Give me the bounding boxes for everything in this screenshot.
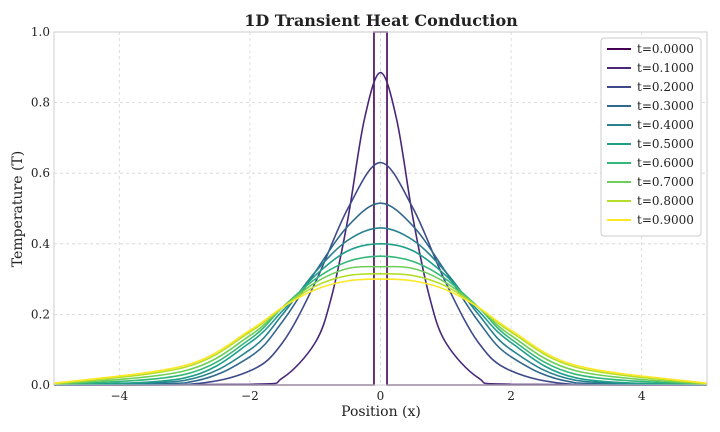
legend-label: t=0.0000 [637,42,694,56]
legend: t=0.0000 t=0.1000 t=0.2000 t=0.3000 t=0.4000… [600,37,702,237]
legend-label: t=0.1000 [637,61,694,75]
legend-label: t=0.5000 [637,137,694,151]
legend-label: t=0.6000 [637,156,694,170]
x-tick-label: 2 [507,389,515,403]
x-tick-label: −4 [110,389,128,403]
x-tick-label: 0 [377,389,385,403]
legend-label: t=0.9000 [637,213,694,227]
legend-label: t=0.3000 [637,99,694,113]
legend-label: t=0.7000 [637,175,694,189]
series-line [53,161,708,386]
y-tick-label: 0.8 [31,96,50,110]
legend-label: t=0.4000 [637,118,694,132]
series-line [53,265,708,386]
series-line [53,272,708,385]
legend-label: t=0.8000 [637,194,694,208]
legend-label: t=0.2000 [637,80,694,94]
series-line [53,202,708,386]
series-layer [53,31,708,386]
plot-frame [53,31,708,386]
chart-title: 1D Transient Heat Conduction [244,11,518,30]
series-line [53,278,708,385]
y-tick-label: 0.0 [31,378,50,392]
x-tick-label: −2 [241,389,259,403]
x-axis-label: Position (x) [341,404,421,420]
tick-layer: −4 −2 0 2 4 0.0 0.2 0.4 0.6 0.8 1.0 [31,25,646,403]
x-tick-label: 4 [638,389,646,403]
series-line [53,242,708,386]
series-line [53,71,708,386]
series-line [53,227,708,386]
series-line [53,255,708,386]
y-tick-label: 0.6 [31,166,50,180]
y-tick-label: 0.2 [31,307,50,321]
y-axis-label: Temperature (T) [10,151,26,267]
y-tick-label: 0.4 [31,237,50,251]
y-tick-label: 1.0 [31,25,50,39]
